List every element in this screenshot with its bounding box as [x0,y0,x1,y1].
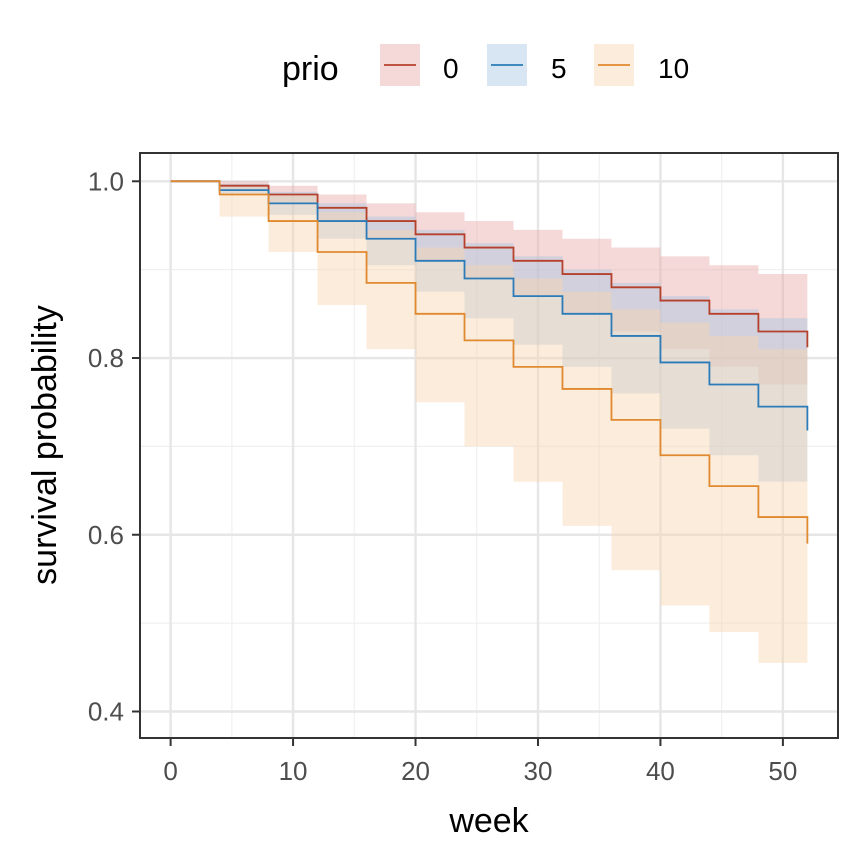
y-tick-label: 0.8 [88,343,124,373]
survival-curve-10 [170,180,809,544]
x-axis: 0 10 20 30 40 50 [163,738,797,786]
legend-item-5: 5 [487,44,567,86]
plot-area [139,152,839,739]
legend-item-10: 10 [594,44,689,86]
survival-curves [170,180,809,544]
confidence-band-10 [170,181,808,674]
legend-label: 10 [658,53,689,84]
x-tick-label: 40 [646,756,675,786]
x-tick-label: 20 [401,756,430,786]
y-axis: 0.4 0.6 0.8 1.0 [88,166,140,726]
confidence-bands [170,181,808,674]
confidence-band-0 [170,181,808,407]
legend-title: prio [282,50,339,88]
y-axis-title: survival probability [26,305,64,585]
legend: prio 0 5 10 [282,44,689,88]
legend-items: 0 5 10 [380,44,689,86]
x-tick-label: 10 [279,756,308,786]
x-tick-label: 30 [524,756,553,786]
y-tick-label: 0.6 [88,520,124,550]
legend-item-0: 0 [380,44,459,86]
legend-label: 5 [551,53,567,84]
x-tick-label: 0 [163,756,177,786]
survival-curve-0 [170,180,809,348]
legend-label: 0 [443,53,459,84]
panel-border [139,152,839,739]
y-tick-label: 1.0 [88,166,124,196]
x-tick-label: 50 [768,756,797,786]
x-axis-title: week [448,802,529,840]
y-tick-label: 0.4 [88,696,124,726]
survival-curve-5 [170,180,809,431]
